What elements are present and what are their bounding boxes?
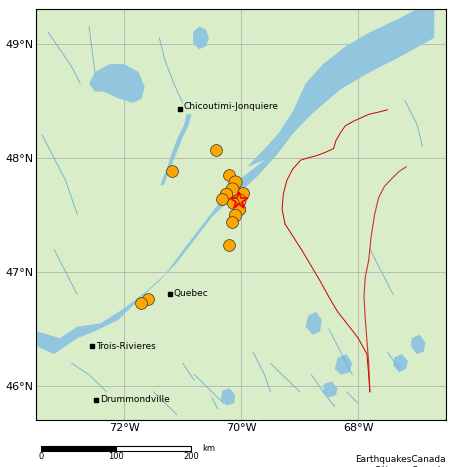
Text: Chicoutimi-Jonquiere: Chicoutimi-Jonquiere [183,102,278,111]
Polygon shape [89,64,145,103]
Bar [41,446,116,451]
Bar [116,446,191,451]
Text: km: km [202,444,216,453]
Text: 0: 0 [38,452,44,461]
Text: Quebec: Quebec [174,289,209,298]
Polygon shape [305,312,322,335]
Text: 200: 200 [183,452,199,461]
Text: Drummondville: Drummondville [100,395,170,404]
Text: EarthquakesCanada
SéismesCanada: EarthquakesCanada SéismesCanada [355,455,446,467]
Polygon shape [323,382,338,397]
Polygon shape [193,27,209,50]
Polygon shape [161,114,192,185]
Polygon shape [335,354,352,375]
Polygon shape [411,335,425,354]
Polygon shape [36,19,434,354]
Polygon shape [393,354,408,372]
Polygon shape [221,389,235,405]
Text: Trois-Rivieres: Trois-Rivieres [96,341,156,351]
Text: 100: 100 [108,452,124,461]
Polygon shape [247,9,434,167]
